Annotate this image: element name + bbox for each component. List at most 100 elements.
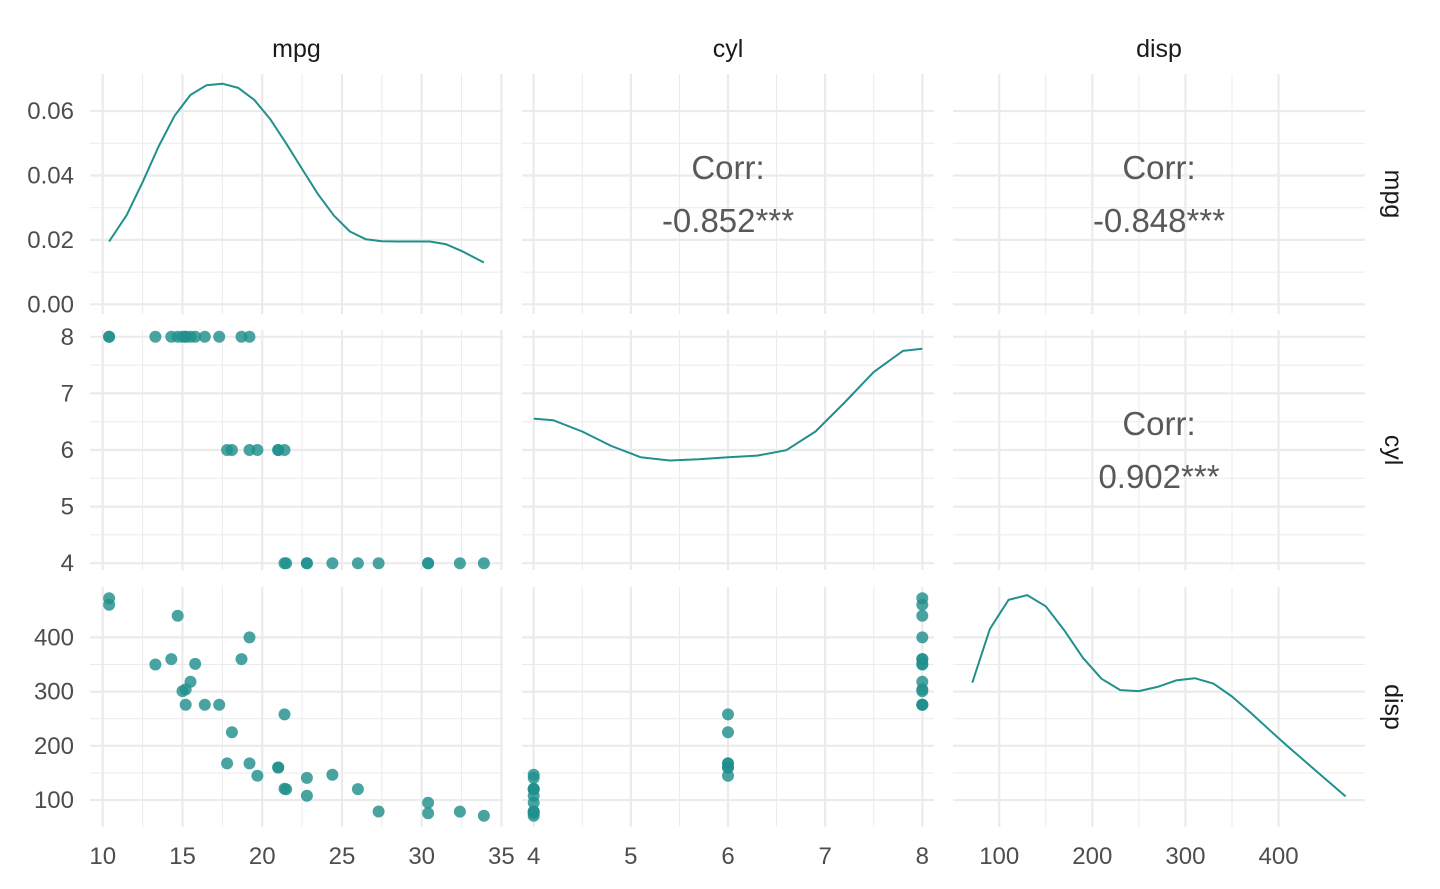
x-tick-label: 100 bbox=[979, 843, 1019, 870]
scatter-point-disp-vs-mpg bbox=[477, 809, 490, 822]
scatter-point-disp-vs-cyl bbox=[916, 598, 929, 611]
scatter-point-disp-vs-mpg bbox=[221, 757, 234, 770]
strip-label-right: cyl bbox=[1379, 435, 1407, 466]
scatter-point-cyl-vs-mpg bbox=[422, 557, 435, 570]
scatter-point-cyl-vs-mpg bbox=[176, 330, 189, 343]
marks-layer bbox=[103, 82, 1347, 822]
density-curve-cyl bbox=[533, 347, 923, 462]
scatter-point-disp-vs-mpg bbox=[176, 685, 189, 698]
scatter-point-cyl-vs-mpg bbox=[477, 557, 490, 570]
y-tick-label: 0.02 bbox=[27, 227, 74, 254]
scatter-point-cyl-vs-mpg bbox=[221, 444, 234, 456]
x-tick-label: 200 bbox=[1072, 843, 1112, 870]
corr-label: Corr: bbox=[1122, 405, 1195, 442]
scatter-point-cyl-vs-mpg bbox=[278, 444, 291, 456]
scatter-point-disp-vs-cyl bbox=[916, 657, 929, 670]
y-tick-label: 0.06 bbox=[27, 98, 74, 125]
x-tick-label: 30 bbox=[408, 843, 435, 870]
scatter-point-disp-vs-cyl bbox=[527, 796, 540, 809]
scatter-point-disp-vs-mpg bbox=[243, 757, 256, 770]
scatter-point-cyl-vs-mpg bbox=[243, 330, 256, 343]
x-tick-label: 7 bbox=[818, 843, 831, 870]
scatter-point-disp-vs-mpg bbox=[243, 631, 256, 644]
scatter-point-cyl-vs-mpg bbox=[326, 557, 339, 570]
scatter-point-disp-vs-mpg bbox=[300, 789, 313, 802]
scatter-point-disp-vs-mpg bbox=[278, 708, 291, 721]
scatter-point-disp-vs-cyl bbox=[722, 757, 734, 770]
corr-value: -0.848*** bbox=[1093, 202, 1225, 239]
scatter-point-disp-vs-mpg bbox=[422, 807, 435, 820]
scatter-point-cyl-vs-mpg bbox=[300, 557, 313, 570]
scatter-point-disp-vs-cyl bbox=[527, 771, 540, 784]
text-layer: Corr: -0.852*** Corr: -0.848*** Corr: 0.902**… bbox=[27, 35, 1407, 870]
y-tick-label: 8 bbox=[61, 324, 74, 351]
scatter-point-cyl-vs-mpg bbox=[351, 557, 364, 570]
scatter-point-cyl-vs-mpg bbox=[103, 330, 116, 343]
scatter-point-cyl-vs-mpg bbox=[372, 557, 385, 570]
scatter-point-disp-vs-mpg bbox=[272, 761, 285, 774]
strip-label-top: disp bbox=[1136, 35, 1182, 63]
scatter-point-disp-vs-cyl bbox=[916, 609, 929, 622]
scatter-point-cyl-vs-mpg bbox=[453, 557, 466, 570]
scatter-point-disp-vs-mpg bbox=[278, 782, 291, 795]
scatter-point-disp-vs-mpg bbox=[198, 698, 211, 711]
scatter-point-disp-vs-mpg bbox=[149, 658, 162, 671]
scatter-point-disp-vs-mpg bbox=[351, 783, 364, 796]
scatter-point-disp-vs-mpg bbox=[213, 698, 226, 711]
y-tick-label: 200 bbox=[34, 733, 74, 760]
strip-label-right: disp bbox=[1379, 684, 1407, 730]
scatter-point-disp-vs-mpg bbox=[453, 805, 466, 818]
x-tick-label: 10 bbox=[89, 843, 116, 870]
scatter-point-disp-vs-mpg bbox=[251, 769, 264, 782]
scatter-point-cyl-vs-mpg bbox=[198, 330, 211, 343]
y-tick-label: 7 bbox=[61, 380, 74, 407]
scatter-point-disp-vs-cyl bbox=[722, 726, 734, 739]
y-tick-label: 0.04 bbox=[27, 162, 74, 189]
x-tick-label: 400 bbox=[1259, 843, 1299, 870]
x-tick-label: 20 bbox=[249, 843, 276, 870]
corr-label: Corr: bbox=[691, 149, 764, 186]
density-curve-disp bbox=[971, 594, 1347, 798]
scatter-point-disp-vs-mpg bbox=[326, 768, 339, 781]
scatter-point-disp-vs-mpg bbox=[300, 771, 313, 784]
scatter-point-disp-vs-cyl bbox=[527, 805, 540, 818]
scatter-point-disp-vs-cyl bbox=[722, 769, 734, 782]
x-tick-label: 8 bbox=[916, 843, 929, 870]
scatter-point-disp-vs-mpg bbox=[103, 598, 116, 611]
y-tick-label: 400 bbox=[34, 624, 74, 651]
scatter-point-disp-vs-mpg bbox=[179, 698, 192, 711]
scatter-point-cyl-vs-mpg bbox=[189, 330, 202, 343]
scatter-point-disp-vs-mpg bbox=[422, 796, 435, 809]
scatter-point-cyl-vs-mpg bbox=[213, 330, 226, 343]
y-tick-label: 300 bbox=[34, 679, 74, 706]
x-tick-label: 300 bbox=[1165, 843, 1205, 870]
scatter-point-disp-vs-mpg bbox=[165, 653, 178, 666]
x-tick-label: 4 bbox=[527, 843, 540, 870]
x-tick-label: 5 bbox=[624, 843, 637, 870]
scatter-point-disp-vs-cyl bbox=[916, 631, 929, 644]
x-tick-label: 35 bbox=[488, 843, 515, 870]
scatter-point-disp-vs-cyl bbox=[527, 782, 540, 795]
scatter-point-cyl-vs-mpg bbox=[278, 557, 291, 570]
y-tick-label: 100 bbox=[34, 787, 74, 814]
density-curve-mpg bbox=[108, 82, 485, 264]
strip-label-top: cyl bbox=[713, 35, 744, 63]
x-tick-label: 25 bbox=[329, 843, 356, 870]
scatter-point-disp-vs-mpg bbox=[171, 609, 184, 622]
scatter-point-cyl-vs-mpg bbox=[251, 444, 264, 456]
scatter-point-disp-vs-mpg bbox=[189, 657, 202, 670]
y-tick-label: 6 bbox=[61, 437, 74, 464]
scatter-point-disp-vs-mpg bbox=[225, 726, 238, 739]
x-tick-label: 6 bbox=[721, 843, 734, 870]
grid-layer bbox=[90, 74, 1365, 827]
scatter-point-disp-vs-cyl bbox=[722, 708, 734, 721]
strip-label-right: mpg bbox=[1379, 170, 1407, 219]
scatter-point-disp-vs-mpg bbox=[372, 805, 385, 818]
corr-value: -0.852*** bbox=[662, 202, 794, 239]
corr-label: Corr: bbox=[1122, 149, 1195, 186]
scatter-point-cyl-vs-mpg bbox=[149, 330, 162, 343]
scatter-point-disp-vs-cyl bbox=[916, 698, 929, 711]
scatter-point-disp-vs-mpg bbox=[235, 653, 248, 666]
scatter-point-disp-vs-cyl bbox=[916, 685, 929, 698]
